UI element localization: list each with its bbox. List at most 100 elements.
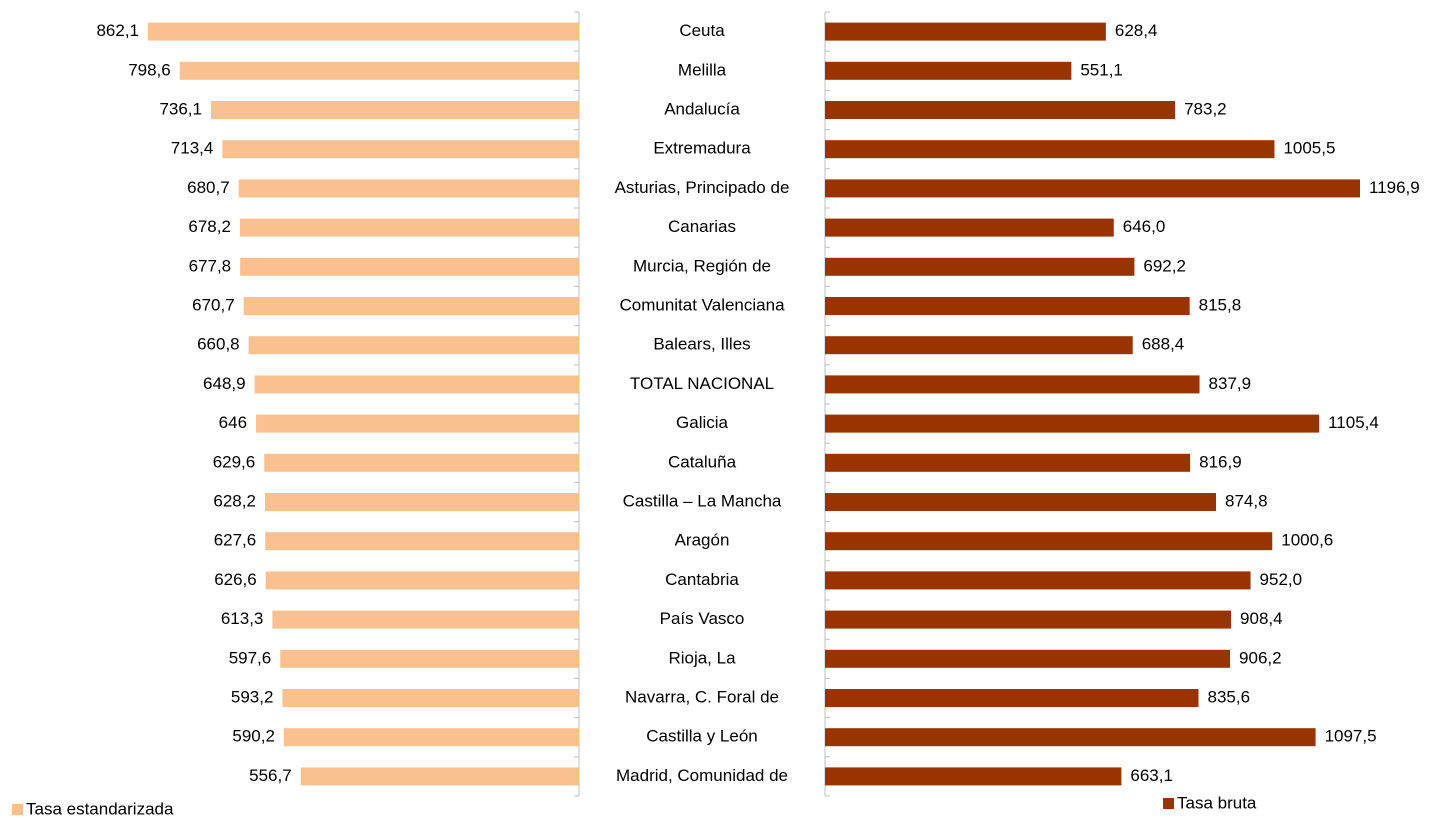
data-label: 670,7: [192, 295, 235, 314]
category-label: Ceuta: [679, 21, 725, 40]
bar: [825, 610, 1232, 629]
bar: [825, 22, 1106, 41]
bar: [264, 493, 579, 511]
bar: [210, 101, 580, 119]
category-label: Galicia: [676, 413, 729, 432]
data-label: 783,2: [1184, 99, 1227, 118]
category-label: Cantabria: [665, 570, 739, 589]
bar: [283, 728, 579, 747]
bar: [825, 414, 1320, 433]
data-label: 680,7: [187, 178, 230, 197]
bar: [825, 728, 1316, 747]
bar: [239, 218, 579, 237]
bar: [222, 140, 579, 159]
legend-swatch: [1163, 798, 1174, 809]
bar: [179, 61, 579, 80]
bar: [265, 571, 579, 590]
category-label: Extremadura: [653, 139, 751, 158]
data-label: 692,2: [1143, 256, 1186, 275]
data-label: 736,1: [159, 99, 202, 118]
bar: [825, 218, 1114, 237]
bar: [256, 414, 579, 433]
category-label: Rioja, La: [668, 648, 736, 667]
data-label: 629,6: [213, 452, 256, 471]
bar: [825, 689, 1199, 707]
data-label: 815,8: [1199, 295, 1242, 314]
data-label: 952,0: [1260, 570, 1303, 589]
bar: [825, 532, 1273, 551]
category-label: Madrid, Comunidad de: [616, 766, 788, 785]
legend-label: Tasa bruta: [1177, 793, 1257, 812]
data-label: 660,8: [197, 335, 240, 354]
bar: [825, 61, 1072, 80]
bar: [148, 22, 579, 41]
category-label: Aragón: [675, 531, 730, 550]
data-label: 713,4: [171, 139, 214, 158]
category-label: Murcia, Región de: [633, 256, 771, 275]
bar: [272, 610, 579, 629]
bar: [825, 297, 1190, 315]
category-label: Navarra, C. Foral de: [625, 687, 779, 706]
data-label: 648,9: [203, 374, 246, 393]
bar: [825, 257, 1135, 276]
data-label: 627,6: [214, 531, 257, 550]
data-label: 798,6: [128, 60, 171, 79]
category-label: TOTAL NACIONAL: [630, 374, 774, 393]
bar: [825, 140, 1275, 159]
category-label: Comunitat Valenciana: [619, 295, 785, 314]
category-label: País Vasco: [660, 609, 745, 628]
data-label: 593,2: [231, 687, 274, 706]
bar: [825, 493, 1217, 511]
data-label: 1005,5: [1283, 139, 1335, 158]
data-label: 628,4: [1115, 21, 1158, 40]
data-label: 1196,9: [1369, 178, 1420, 197]
data-label: 816,9: [1199, 452, 1242, 471]
bar: [280, 649, 579, 668]
data-label: 551,1: [1080, 60, 1123, 79]
category-label: Canarias: [668, 217, 736, 236]
data-label: 556,7: [249, 766, 292, 785]
data-label: 626,6: [214, 570, 257, 589]
bar: [243, 297, 579, 315]
data-label: 862,1: [96, 21, 139, 40]
data-label: 837,9: [1209, 374, 1252, 393]
legend-swatch: [12, 804, 23, 815]
category-label: Castilla – La Mancha: [623, 491, 782, 510]
data-label: 906,2: [1239, 648, 1282, 667]
category-label: Asturias, Principado de: [615, 178, 790, 197]
category-label: Andalucía: [664, 99, 740, 118]
category-label: Melilla: [678, 60, 727, 79]
data-label: 1105,4: [1328, 413, 1379, 432]
bar: [282, 689, 579, 707]
data-label: 1097,5: [1325, 727, 1377, 746]
legend-label: Tasa estandarizada: [26, 799, 174, 818]
data-label: 1000,6: [1281, 531, 1333, 550]
data-label: 590,2: [232, 727, 275, 746]
bar: [254, 375, 579, 394]
data-label: 646: [219, 413, 247, 432]
bar: [825, 649, 1231, 668]
data-label: 597,6: [229, 648, 272, 667]
data-label: 835,6: [1208, 687, 1251, 706]
bar: [300, 767, 579, 786]
data-label: 688,4: [1142, 335, 1185, 354]
bar: [825, 571, 1251, 590]
data-label: 613,3: [221, 609, 264, 628]
bar: [264, 453, 579, 472]
data-label: 646,0: [1123, 217, 1166, 236]
bar: [238, 179, 579, 198]
bar: [825, 767, 1122, 786]
category-label: Cataluña: [668, 452, 737, 471]
data-label: 663,1: [1130, 766, 1173, 785]
bar: [265, 532, 579, 551]
data-label: 908,4: [1240, 609, 1283, 628]
bar: [240, 257, 579, 276]
bar: [825, 101, 1176, 119]
category-label: Balears, Illes: [653, 335, 750, 354]
bar: [825, 336, 1133, 355]
data-label: 677,8: [189, 256, 232, 275]
bar: [248, 336, 580, 355]
category-label: Castilla y León: [646, 727, 758, 746]
bar: [825, 375, 1200, 394]
